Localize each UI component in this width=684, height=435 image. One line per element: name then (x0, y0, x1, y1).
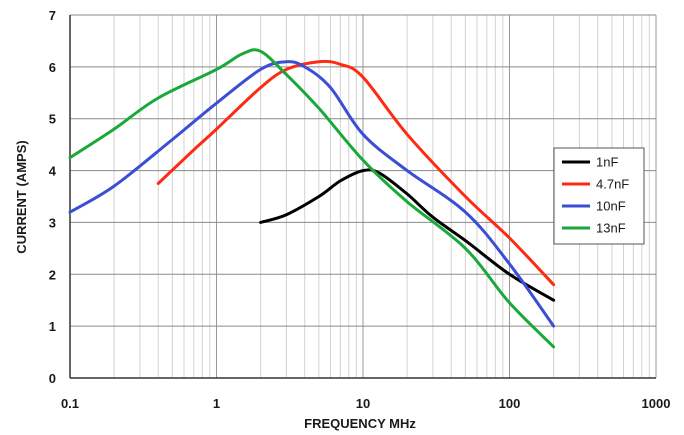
y-tick-label: 4 (49, 164, 57, 179)
x-tick-label: 1 (213, 396, 220, 411)
legend-label: 13nF (596, 221, 626, 236)
legend: 1nF 4.7nF 10nF 13nF (553, 147, 645, 245)
x-axis-title: FREQUENCY MHz (304, 416, 416, 431)
series-line-4-7nf (156, 59, 556, 287)
legend-label: 4.7nF (596, 177, 629, 192)
x-tick-label: 1000 (642, 396, 671, 411)
series-line-10nf (68, 60, 556, 328)
y-tick-label: 3 (49, 215, 56, 230)
x-tick-label: 0.1 (61, 396, 79, 411)
legend-label: 1nF (596, 155, 618, 170)
x-tick-label: 100 (499, 396, 521, 411)
y-tick-label: 0 (49, 371, 56, 386)
tick-labels: 0.1 1 10 100 1000 0 1 2 3 4 5 6 7 (49, 8, 671, 411)
y-axis-title: CURRENT (AMPS) (14, 140, 29, 253)
legend-label: 10nF (596, 199, 626, 214)
series-line-1nf (259, 168, 556, 302)
y-tick-label: 2 (49, 267, 56, 282)
y-tick-label: 1 (49, 319, 56, 334)
series-lines (68, 48, 556, 349)
y-tick-label: 6 (49, 60, 56, 75)
series-line-13nf (68, 48, 556, 349)
x-tick-label: 10 (356, 396, 370, 411)
y-tick-label: 5 (49, 112, 56, 127)
y-tick-label: 7 (49, 8, 56, 23)
axes (69, 15, 656, 379)
